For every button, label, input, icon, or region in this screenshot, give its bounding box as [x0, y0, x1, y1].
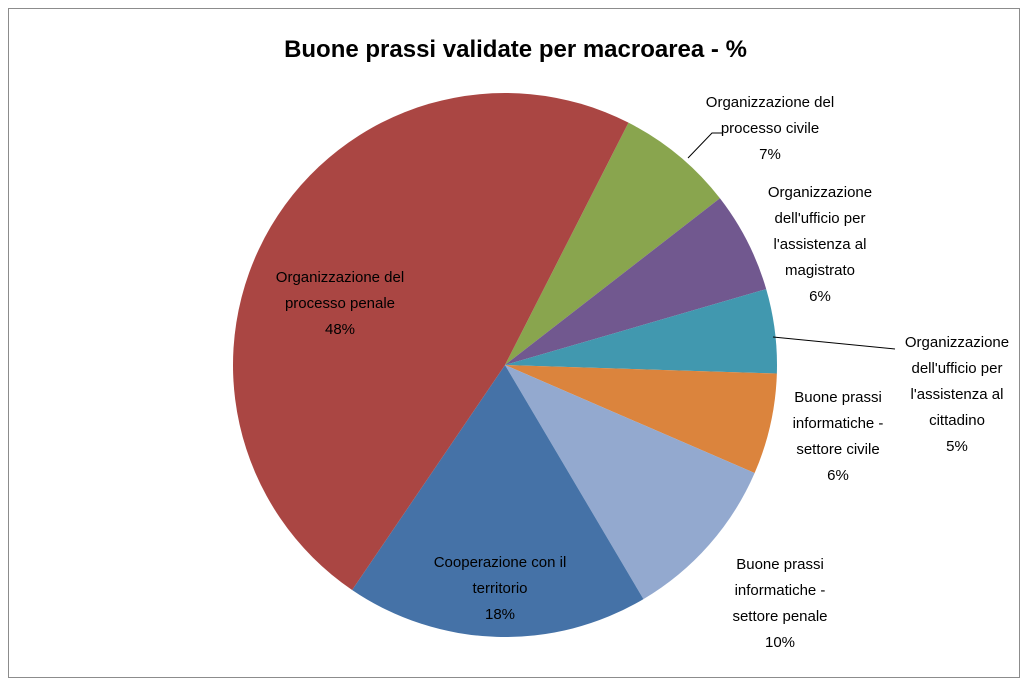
- value-label: 18%: [484, 606, 516, 623]
- slices: [232, 92, 777, 637]
- category-name: Buone prassi informatiche - settore pena…: [732, 556, 828, 625]
- chart-title: Buone prassi validate per macroarea - %: [284, 36, 747, 63]
- slice: [505, 198, 767, 365]
- slice: [352, 365, 644, 637]
- slice-label: Organizzazione dell'ufficio per l'assist…: [755, 180, 885, 310]
- slice-label: Organizzazione del processo penale 48%: [245, 265, 435, 343]
- value-label: 5%: [946, 438, 968, 455]
- slice: [505, 365, 755, 600]
- category-name: Buone prassi informatiche - settore civi…: [792, 389, 884, 458]
- category-name: Organizzazione del processo civile: [705, 94, 835, 137]
- slice-label: Buone prassi informatiche - settore civi…: [773, 385, 903, 489]
- value-label: 6%: [809, 288, 831, 305]
- value-label: 6%: [827, 467, 849, 484]
- value-label: 48%: [324, 321, 356, 338]
- category-name: Cooperazione con il territorio: [433, 554, 567, 597]
- category-name: Organizzazione dell'ufficio per l'assist…: [767, 184, 873, 279]
- slice-label: Cooperazione con il territorio 18%: [405, 550, 595, 628]
- leader-line: [772, 336, 896, 350]
- leader-line: [687, 132, 722, 159]
- slice: [505, 365, 777, 474]
- value-label: 10%: [764, 634, 796, 651]
- slice: [505, 289, 777, 374]
- category-name: Organizzazione del processo penale: [275, 269, 405, 312]
- chart-border: [8, 8, 1020, 678]
- slice: [505, 122, 720, 365]
- slice-label: Buone prassi informatiche - settore pena…: [715, 552, 845, 656]
- slice-label: Organizzazione dell'ufficio per l'assist…: [892, 330, 1022, 460]
- slice-label: Organizzazione del processo civile 7%: [685, 90, 855, 168]
- slice: [232, 92, 629, 590]
- value-label: 7%: [759, 146, 781, 163]
- category-name: Organizzazione dell'ufficio per l'assist…: [904, 334, 1010, 429]
